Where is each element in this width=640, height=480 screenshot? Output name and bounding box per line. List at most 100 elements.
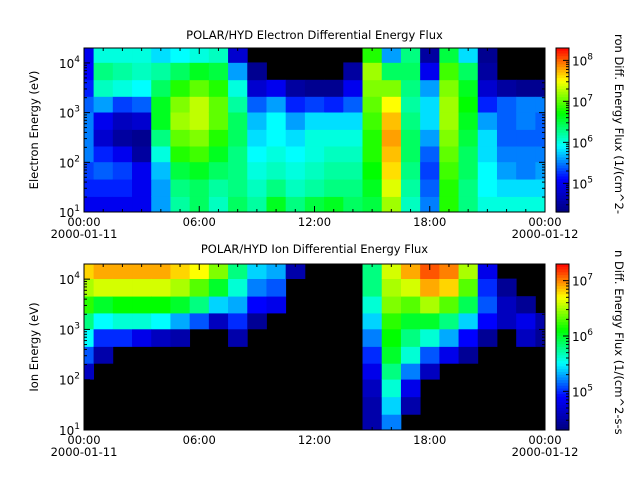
colorbar-tick-base: 10 [572,95,587,109]
colorbar-segment [556,135,569,139]
heatmap-cell [112,112,133,130]
heatmap-cell [228,264,248,280]
colorbar-segment [556,347,569,351]
heatmap-cell [247,196,267,213]
colorbar-tick-exponent: 7 [587,273,593,283]
heatmap-cell [400,146,421,163]
heatmap-cell [285,196,306,213]
colorbar-tick-exponent: 5 [587,383,593,393]
heatmap-cell [458,161,479,180]
heatmap-cell [381,328,402,347]
heatmap-cell [420,296,440,314]
colorbar-segment [556,105,569,109]
colorbar-segment [556,335,569,340]
colorbar-segment [556,377,569,381]
colorbar-segment [556,264,569,268]
heatmap-cell [208,296,229,314]
heatmap-cell [228,96,248,113]
heatmap-cell [381,363,402,380]
colorbar-segment [556,110,569,115]
heatmap-cell [228,62,248,81]
y-tick-exponent: 2 [74,154,80,164]
heatmap-cell [458,79,479,97]
heatmap-cell [112,161,133,180]
heatmap-cell [400,179,421,197]
heatmap-cell [458,296,479,314]
colorbar-segment [556,138,569,142]
heatmap-cell [420,264,440,280]
colorbar-segment [556,288,569,293]
heatmap-cell [228,79,248,97]
heatmap-cell [477,96,498,113]
heatmap-cell [304,112,325,130]
heatmap-cell [304,179,325,197]
x-tick-label: 12:00 [298,215,331,229]
heatmap-cell [247,79,267,97]
heatmap-cell [381,313,402,330]
colorbar-segment [556,171,569,175]
colorbar-tick-base: 10 [572,385,587,399]
chart-title: POLAR/HYD Electron Differential Energy F… [186,28,443,42]
colorbar-segment [556,78,569,82]
heatmap-cell [132,161,152,180]
heatmap-cell [439,346,459,364]
colorbar-segment [556,146,569,150]
colorbar-segment [556,184,569,188]
heatmap-cell [439,161,459,180]
heatmap-cell [132,79,152,97]
heatmap-cell [112,96,133,113]
heatmap-cell [285,129,306,147]
x-tick-label: 00:00 [67,215,100,229]
heatmap-cell [285,96,306,113]
colorbar-segment [556,286,569,290]
heatmap-cell [400,363,421,380]
colorbar-segment [556,407,569,412]
heatmap-cell [362,346,383,364]
heatmap-cell [381,396,402,415]
heatmap-cell [170,62,191,81]
heatmap-cell [362,328,383,347]
y-tick-label: 104 [59,271,80,287]
heatmap-cell [420,179,440,197]
heatmap-cell [132,296,152,314]
colorbar-segment [556,297,569,301]
y-tick-base: 10 [59,424,74,438]
x-date-right: 2000-01-12 [512,227,579,241]
colorbar-segment [556,50,569,55]
heatmap-cell [228,179,248,197]
heatmap-cell [420,313,440,330]
colorbar-segment [556,99,569,104]
heatmap-cell [458,313,479,330]
heatmap-cell [189,96,210,113]
colorbar-segment [556,358,569,362]
colorbar-segment [556,316,569,320]
colorbar-segment [556,61,569,65]
colorbar-tick-base: 10 [572,275,587,289]
colorbar-segment [556,86,569,90]
heatmap-cell [84,161,95,180]
heatmap-cell [420,196,440,213]
heatmap-cell [439,196,459,213]
heatmap-cell [343,196,363,213]
heatmap-cell [285,161,306,180]
colorbar-frame [555,263,570,431]
heatmap-cell [247,296,267,314]
colorbar-segment [556,140,569,145]
colorbar-segment [556,410,569,414]
heatmap-cell [343,146,363,163]
heatmap-cell [228,196,248,213]
heatmap-cell [132,328,152,347]
colorbar-segment [556,67,569,71]
heatmap-cell [304,79,325,97]
heatmap-cell [304,129,325,147]
colorbar-tick-label: 105 [572,175,593,191]
y-tick-base: 10 [59,206,74,220]
heatmap-cell [477,62,498,81]
heatmap-cell [477,313,498,330]
heatmap-cell [170,129,191,147]
heatmap-cell [458,112,479,130]
heatmap-cell [189,179,210,197]
heatmap-cell [324,179,344,197]
heatmap-cell [93,278,114,297]
heatmap-cell [458,129,479,147]
